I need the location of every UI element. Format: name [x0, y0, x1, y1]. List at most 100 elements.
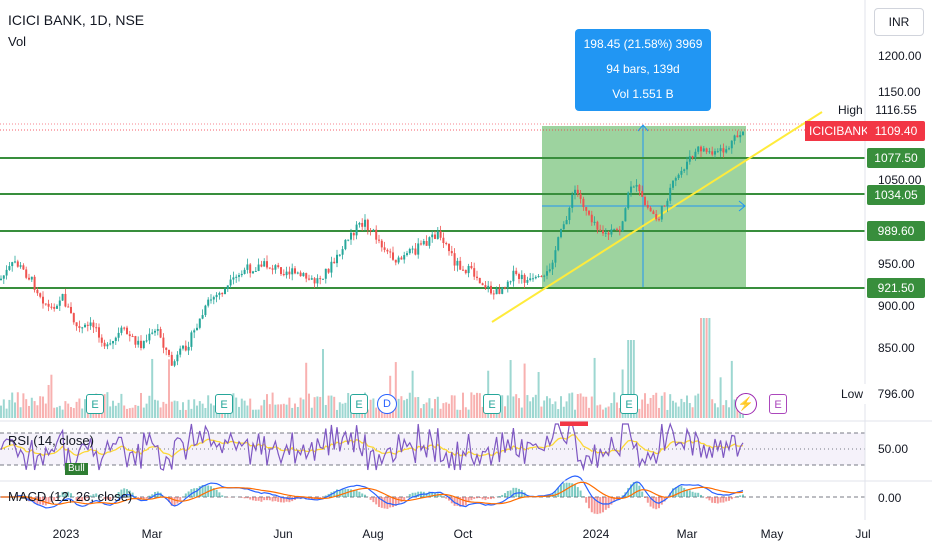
macd-histogram-bar	[652, 497, 655, 509]
candle-body	[215, 294, 218, 298]
candle-body	[509, 281, 512, 283]
price-tick: 1050.00	[878, 173, 922, 187]
macd-histogram-bar	[590, 497, 593, 513]
macd-histogram-bar	[257, 497, 260, 501]
volume-bar	[518, 398, 520, 418]
candle-body	[464, 269, 467, 274]
macd-histogram-bar	[520, 490, 523, 497]
macd-histogram-bar	[36, 497, 39, 505]
candle-body	[560, 229, 562, 238]
candle-body	[42, 296, 44, 304]
candle-body	[711, 151, 714, 155]
volume-bar	[70, 407, 72, 418]
macd-histogram-bar	[610, 497, 613, 505]
candle-body	[392, 252, 394, 260]
macd-histogram-bar	[602, 497, 604, 513]
earnings-event-icon[interactable]: E	[86, 394, 104, 414]
time-tick: Mar	[676, 527, 698, 541]
candle-body	[361, 222, 364, 227]
volume-bar	[64, 401, 67, 418]
macd-histogram-bar	[277, 497, 280, 502]
macd-histogram-bar	[448, 497, 450, 501]
macd-histogram-bar	[131, 492, 134, 497]
volume-bar	[123, 405, 126, 418]
earnings-event-icon[interactable]: E	[215, 394, 233, 414]
candle-body	[728, 148, 730, 150]
candle-body	[691, 156, 694, 158]
candle-body	[403, 255, 406, 260]
macd-histogram-bar	[646, 497, 649, 503]
macd-histogram-bar	[319, 497, 322, 499]
volume-bar	[473, 394, 476, 418]
volume-bar	[134, 404, 137, 418]
dividend-event-icon[interactable]: D	[377, 394, 397, 414]
volume-bar	[400, 396, 403, 418]
macd-histogram-bar	[383, 497, 386, 509]
candle-body	[218, 292, 221, 295]
rsi-legend[interactable]: RSI (14, close)	[8, 433, 94, 448]
macd-histogram-bar	[663, 497, 666, 502]
macd-histogram-bar	[739, 495, 742, 497]
candle-body	[658, 219, 660, 221]
volume-bar	[263, 399, 266, 418]
macd-histogram-bar	[86, 497, 89, 499]
macd-histogram-bar	[64, 491, 67, 497]
candle-body	[310, 278, 313, 280]
currency-button[interactable]: INR	[874, 8, 924, 36]
macd-histogram-bar	[215, 489, 218, 497]
symbol-title[interactable]: ICICI BANK, 1D, NSE	[8, 12, 145, 28]
candle-body	[520, 274, 523, 280]
volume-bar	[249, 398, 252, 418]
macd-histogram-bar	[708, 497, 711, 501]
candle-body	[576, 189, 579, 194]
time-tick: Mar	[141, 527, 163, 541]
macd-histogram-bar	[714, 497, 716, 504]
split-event-icon[interactable]: ⚡	[735, 393, 757, 415]
candle-body	[582, 198, 585, 208]
macd-histogram-bar	[240, 497, 243, 498]
candle-body	[498, 288, 501, 294]
macd-histogram-bar	[378, 497, 380, 507]
candle-body	[557, 237, 560, 251]
candle-body	[170, 354, 173, 366]
candle-body	[184, 345, 187, 351]
upcoming-earnings-icon[interactable]: E	[769, 394, 787, 414]
price-tick: 950.00	[878, 257, 915, 271]
earnings-event-icon[interactable]: E	[620, 394, 638, 414]
candle-body	[201, 315, 204, 319]
volume-bar	[666, 409, 669, 418]
volume-bar	[702, 318, 705, 418]
horizontal-line-label: 921.50	[867, 278, 925, 298]
macd-legend[interactable]: MACD (12, 26, close)	[8, 489, 133, 504]
candle-body	[411, 248, 414, 250]
volume-bar	[109, 406, 112, 418]
candle-body	[408, 249, 411, 254]
earnings-event-icon[interactable]: E	[350, 394, 368, 414]
candle-body	[117, 332, 120, 338]
macd-histogram-bar	[187, 491, 190, 497]
candle-body	[159, 329, 162, 338]
candle-body	[523, 274, 526, 283]
volume-bar	[11, 392, 14, 418]
candle-body	[212, 297, 215, 300]
volume-bar	[618, 407, 621, 418]
volume-bar	[330, 395, 333, 418]
macd-histogram-bar	[632, 482, 635, 497]
volume-legend[interactable]: Vol	[8, 34, 27, 49]
macd-histogram-bar	[179, 497, 182, 501]
macd-histogram-bar	[151, 494, 154, 497]
macd-histogram-bar	[184, 493, 187, 497]
macd-histogram-bar	[400, 497, 403, 503]
volume-bar	[649, 397, 652, 418]
candle-body	[459, 260, 462, 270]
earnings-event-icon[interactable]: E	[483, 394, 501, 414]
candle-body	[50, 306, 53, 308]
candle-body	[106, 344, 109, 347]
volume-bar	[439, 408, 442, 418]
macd-histogram-bar	[470, 497, 473, 501]
macd-histogram-bar	[582, 496, 585, 497]
measure-change: 198.45 (21.58%) 3969	[583, 37, 703, 51]
volume-bar	[565, 401, 568, 418]
volume-bar	[537, 372, 540, 418]
